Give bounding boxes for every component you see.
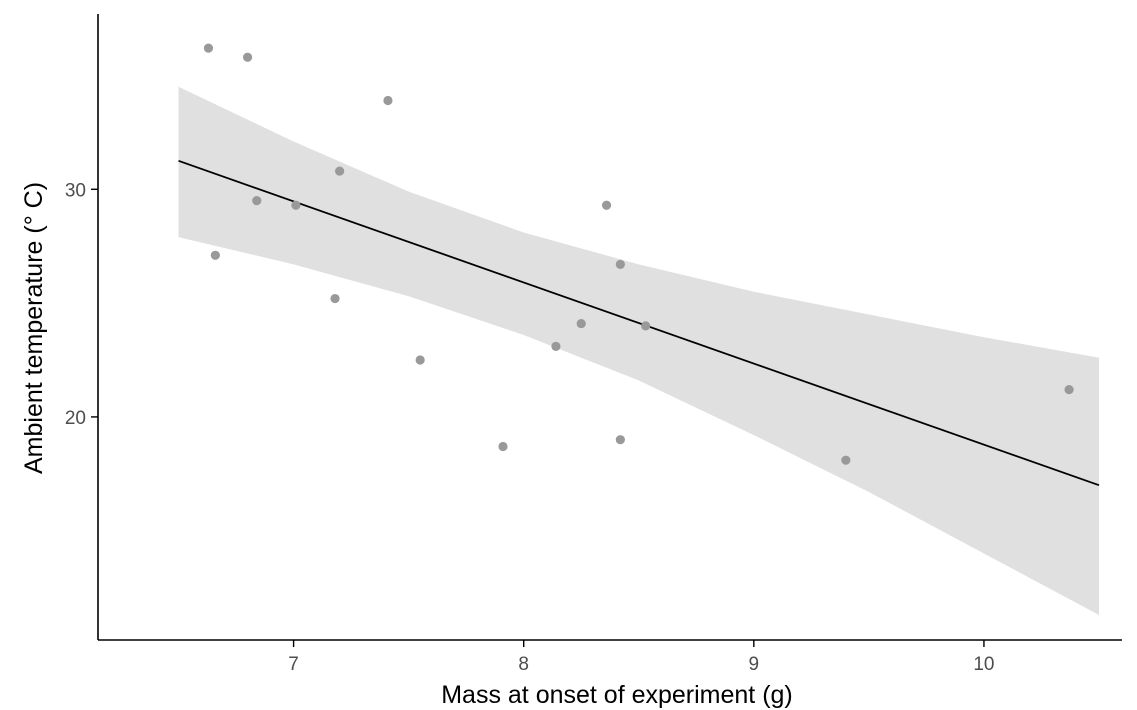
confidence-band — [178, 86, 1099, 616]
confidence-band-layer — [178, 86, 1099, 616]
data-point — [203, 43, 214, 53]
data-point — [498, 441, 508, 452]
fit-line — [178, 159, 1100, 487]
y-tick-label: 30 — [65, 180, 86, 201]
x-tick-label: 9 — [749, 654, 760, 675]
axes-layer — [97, 14, 1122, 641]
y-axis-title: Ambient temperature (° C) — [20, 182, 48, 474]
data-point — [641, 321, 651, 331]
data-point — [335, 166, 345, 176]
data-point — [252, 196, 262, 206]
data-point — [615, 435, 625, 445]
data-points-layer — [203, 43, 1074, 465]
fit-line-layer — [178, 159, 1100, 487]
data-point — [551, 341, 561, 351]
x-tick-label: 8 — [518, 654, 529, 675]
data-point — [415, 355, 425, 365]
data-point — [242, 52, 253, 62]
x-tick-label: 10 — [973, 654, 994, 675]
x-tick-label: 7 — [288, 654, 299, 675]
data-point — [841, 455, 851, 465]
data-point — [330, 293, 340, 304]
x-axis-title: Mass at onset of experiment (g) — [441, 681, 793, 709]
y-tick-label: 20 — [65, 408, 86, 429]
data-point — [1064, 385, 1074, 395]
data-point — [210, 250, 220, 260]
data-point — [383, 95, 393, 106]
data-point — [615, 259, 625, 269]
ticks-layer: 7 8 9 10 20 30 — [65, 180, 995, 675]
data-point — [576, 318, 586, 329]
data-point — [601, 200, 612, 210]
data-point — [291, 200, 301, 210]
